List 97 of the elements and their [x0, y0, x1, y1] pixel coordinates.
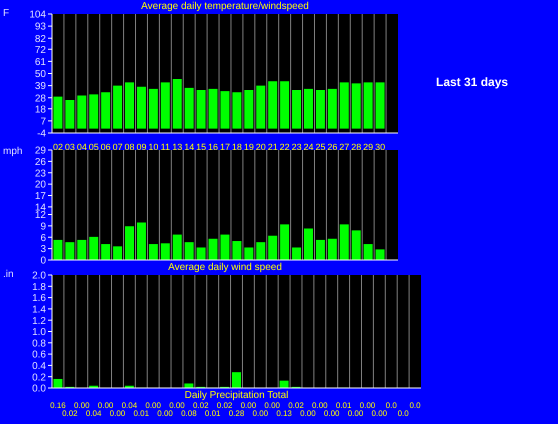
x-tick-label: 17: [220, 142, 230, 152]
y-tick-label: 39: [34, 81, 46, 92]
y-tick-label: 72: [34, 44, 46, 56]
y-tick-label: 28: [34, 93, 46, 104]
data-label: 0.04: [122, 401, 138, 410]
y-tick-label: 1.2: [32, 316, 46, 327]
data-label: 0.0: [409, 401, 422, 410]
x-tick-label: 18: [232, 142, 242, 152]
x-tick-label: 21: [268, 142, 278, 152]
data-label: 0.00: [110, 409, 126, 418]
data-label: 0.00: [300, 409, 316, 418]
y-tick-label: 93: [34, 22, 46, 33]
data-label: 0.28: [228, 409, 245, 418]
data-label: 0.00: [98, 401, 114, 410]
y-tick-label: 104: [29, 10, 46, 21]
y-tick-label: 18: [34, 104, 46, 116]
data-label: 0.01: [133, 409, 150, 418]
y-tick-label: 1.0: [32, 327, 46, 338]
data-label: 0.0: [386, 401, 398, 410]
data-label: 0.00: [312, 401, 328, 410]
x-tick-label: 03: [64, 142, 75, 152]
data-label: 0.00: [360, 401, 376, 410]
x-tick-label: 14: [184, 142, 194, 152]
x-tick-label: 29: [363, 142, 374, 152]
x-tick-label: 13: [172, 142, 182, 152]
y-tick-label: 61: [34, 56, 46, 68]
data-label: 0.02: [288, 401, 304, 410]
y-tick-label: 1.6: [32, 293, 46, 304]
x-tick-label: 22: [280, 142, 290, 152]
data-label: 0.00: [264, 401, 281, 410]
y-tick-label: 1.8: [32, 282, 46, 293]
data-label: 0.02: [193, 401, 210, 410]
x-tick-label: 19: [244, 142, 254, 152]
data-label: 0.00: [145, 401, 162, 410]
y-tick-label: 0.6: [32, 350, 46, 361]
x-tick-label: 11: [160, 142, 170, 152]
data-label: 0.00: [348, 409, 364, 418]
y-tick-label: 0: [40, 256, 46, 267]
data-label: 0.00: [74, 401, 90, 410]
y-axis-title: mph: [3, 146, 22, 157]
y-axis-title: .in: [3, 269, 14, 280]
x-tick-label: 24: [304, 142, 314, 152]
y-tick-label: 23: [34, 168, 46, 180]
x-tick-label: 02: [52, 142, 63, 152]
x-tick-label: 25: [315, 142, 326, 152]
x-tick-label: 15: [196, 142, 206, 152]
chart-title: Average daily temperature/windspeed: [140, 1, 310, 12]
x-tick-label: 10: [148, 142, 158, 152]
x-tick-label: 06: [100, 142, 111, 152]
x-axis-title: Average daily wind speed: [167, 262, 283, 273]
y-tick-label: -4: [37, 128, 46, 140]
y-tick-label: 1.4: [32, 304, 46, 316]
y-tick-label: 7: [40, 116, 46, 128]
data-label: 0.00: [157, 409, 174, 418]
data-label: 0.0: [398, 409, 410, 418]
data-label: 0.01: [204, 409, 222, 418]
y-tick-label: 26: [34, 156, 46, 168]
x-tick-label: 28: [351, 142, 362, 152]
x-tick-label: 09: [136, 142, 146, 152]
text: Last 31 days: [436, 75, 508, 89]
x-tick-label: 20: [256, 142, 266, 152]
y-tick-label: 2.0: [32, 270, 46, 282]
y-tick-label: 0.4: [32, 360, 46, 372]
data-label: 0.04: [86, 409, 102, 418]
y-tick-label: 82: [34, 34, 46, 45]
x-tick-label: 07: [112, 142, 123, 152]
y-tick-label: 0.2: [32, 372, 46, 384]
y-tick-label: 20: [34, 180, 46, 191]
data-label: 0.16: [50, 401, 66, 410]
data-label: 0.08: [181, 409, 198, 418]
x-tick-label: 16: [208, 142, 218, 152]
x-tick-label: 05: [88, 142, 99, 152]
x-tick-label: 27: [339, 142, 350, 152]
y-tick-label: 3: [40, 244, 46, 256]
x-tick-label: 26: [327, 142, 338, 152]
data-label: 0.00: [240, 401, 257, 410]
y-tick-label: 0.0: [32, 384, 46, 395]
x-tick-label: 23: [292, 142, 302, 152]
y-tick-label: 0.8: [32, 338, 46, 350]
y-tick-label: 12: [34, 210, 46, 222]
y-tick-label: 17: [34, 191, 46, 202]
data-label: 0.02: [62, 409, 78, 418]
data-label: 0.01: [336, 401, 352, 410]
y-tick-label: 9: [40, 221, 46, 232]
data-label: 0.00: [252, 409, 269, 418]
data-label: 0.13: [276, 409, 292, 418]
y-tick-label: 50: [34, 69, 46, 80]
data-label: 0.02: [216, 401, 233, 410]
x-axis-title: Daily Precipitation Total: [184, 390, 290, 401]
x-tick-label: 04: [76, 142, 87, 152]
data-label: 0.00: [169, 401, 186, 410]
y-axis-title: F: [3, 8, 10, 19]
x-tick-label: 08: [124, 142, 135, 152]
y-tick-label: 6: [40, 232, 46, 244]
x-tick-label: 30: [375, 142, 386, 152]
data-label: 0.00: [372, 409, 388, 418]
data-label: 0.00: [324, 409, 340, 418]
